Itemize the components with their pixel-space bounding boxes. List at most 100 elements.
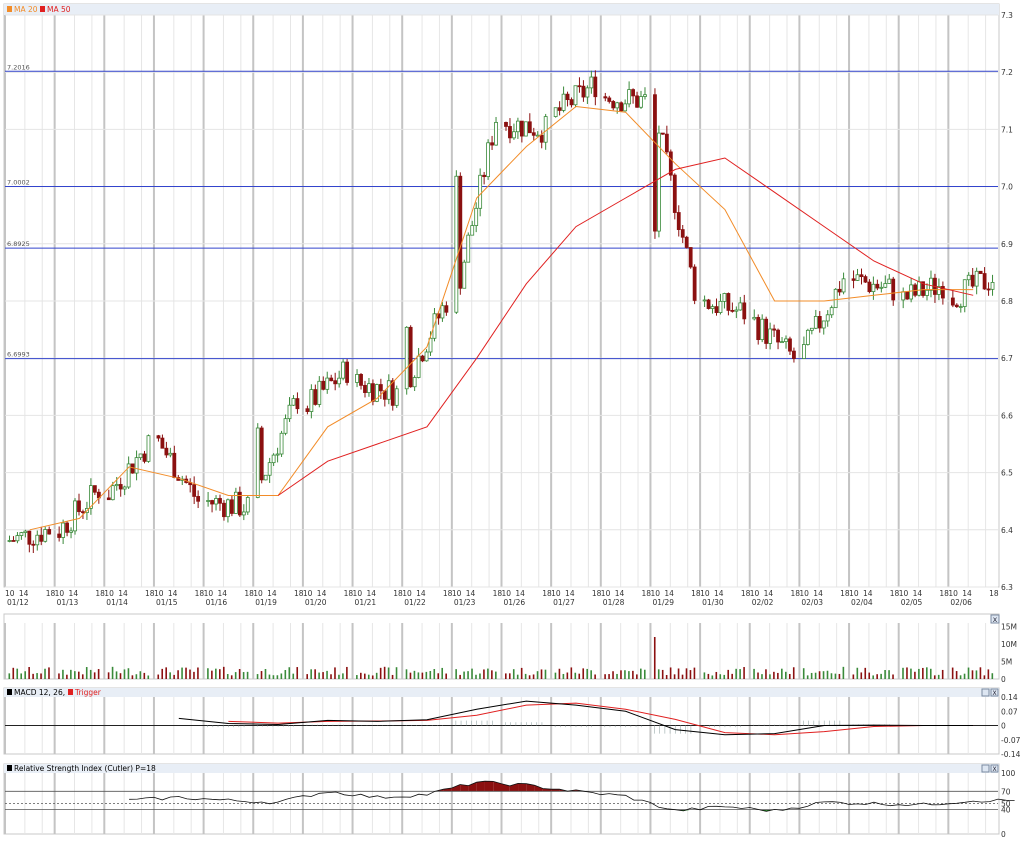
candle-down xyxy=(508,126,511,137)
volume-bar xyxy=(541,669,543,679)
volume-bar xyxy=(563,674,565,679)
rsi-legend: Relative Strength Index (Cutler) P=18 xyxy=(7,764,156,773)
volume-close-button[interactable]: X xyxy=(991,615,999,624)
volume-bar xyxy=(910,669,912,679)
candle-up xyxy=(753,317,756,318)
candle-up xyxy=(806,330,809,344)
candle-up xyxy=(830,308,833,315)
volume-bar xyxy=(197,667,199,679)
hour-tick-label: 10 xyxy=(154,589,164,598)
date-tick-label: 02/03 xyxy=(801,598,823,607)
hour-tick-label: 14 xyxy=(466,589,476,598)
candle-down xyxy=(715,307,718,313)
volume-bar xyxy=(902,668,904,679)
volume-bar xyxy=(827,671,829,679)
candle-up xyxy=(719,301,722,312)
volume-bar xyxy=(984,675,986,679)
candle-up xyxy=(781,342,784,343)
candle-down xyxy=(93,486,96,493)
candle-up xyxy=(884,284,887,288)
volume-bar xyxy=(793,667,795,679)
volume-bar xyxy=(58,673,60,679)
candle-up xyxy=(425,352,428,361)
close-icon: X xyxy=(992,690,996,697)
price-tick-label: 7.2 xyxy=(1001,68,1013,77)
volume-bar xyxy=(479,673,481,679)
price-tick-label: 7.1 xyxy=(1001,125,1013,134)
volume-bar xyxy=(620,670,622,679)
volume-bar xyxy=(819,671,821,679)
candle-up xyxy=(495,122,498,145)
volume-bar xyxy=(509,673,511,679)
volume-bar xyxy=(960,675,962,679)
candle-down xyxy=(773,329,776,330)
volume-bar xyxy=(261,671,263,679)
close-icon: X xyxy=(993,616,998,624)
candle-down xyxy=(661,133,664,134)
candle-down xyxy=(48,529,51,534)
volume-bar xyxy=(360,673,362,679)
candle-up xyxy=(991,282,994,289)
rsi-tick-label: 40 xyxy=(1001,806,1011,815)
candle-up xyxy=(910,285,913,299)
settings-icon[interactable] xyxy=(982,689,989,696)
volume-bar xyxy=(864,668,866,679)
hour-tick-label: 10 xyxy=(253,589,263,598)
volume-bar xyxy=(144,673,146,679)
volume-bar xyxy=(70,670,72,679)
grid xyxy=(5,15,998,834)
volume-bar xyxy=(98,669,100,679)
close-icon: X xyxy=(992,766,996,773)
candle-up xyxy=(280,433,283,454)
candle-down xyxy=(653,95,656,231)
volume-bar xyxy=(82,674,84,679)
volume-bar xyxy=(892,674,894,679)
candle-down xyxy=(594,77,597,97)
volume-bar xyxy=(968,668,970,679)
candle-up xyxy=(967,275,970,279)
candle-up xyxy=(405,327,408,388)
volume-bar xyxy=(161,669,163,679)
volume-bar xyxy=(376,673,378,679)
volume-bar xyxy=(20,673,22,679)
candle-up xyxy=(512,132,515,138)
hour-tick-label: 14 xyxy=(764,589,774,598)
volume-bar xyxy=(165,667,167,679)
hour-tick-label: 10 xyxy=(700,589,710,598)
volume-bar xyxy=(346,667,348,679)
hour-tick-label: 14 xyxy=(962,589,972,598)
candle-up xyxy=(479,175,482,208)
volume-bar xyxy=(571,667,573,679)
settings-icon[interactable] xyxy=(982,765,989,772)
volume-tick-label: 0 xyxy=(1001,675,1006,684)
date-tick-label: 01/21 xyxy=(355,598,377,607)
volume-bar xyxy=(334,667,336,679)
candle-up xyxy=(215,498,218,504)
candle-down xyxy=(818,316,821,328)
hour-tick-label: 14 xyxy=(366,589,376,598)
volume-bar xyxy=(223,667,225,679)
volume-bar xyxy=(227,674,229,679)
candle-up xyxy=(226,500,229,517)
volume-bar xyxy=(147,675,149,679)
hour-tick-label: 10 xyxy=(452,589,462,598)
hour-tick-label: 10 xyxy=(799,589,809,598)
volume-bar xyxy=(120,673,122,679)
volume-bar xyxy=(219,669,221,679)
candle-up xyxy=(802,345,805,359)
volume-bar xyxy=(66,675,68,679)
price-tick-label: 6.7 xyxy=(1001,354,1013,363)
candle-up xyxy=(643,95,646,97)
volume-bar xyxy=(868,673,870,679)
candle-down xyxy=(864,277,867,283)
level-label: 7.2016 xyxy=(7,63,30,71)
macd-legend: MACD 12, 26, 9 Trigger xyxy=(7,688,102,697)
candle-up xyxy=(761,319,764,339)
candle-down xyxy=(689,247,692,267)
volume-bar xyxy=(735,669,737,679)
volume-bar xyxy=(835,674,837,679)
price-tick-label: 7.3 xyxy=(1001,11,1013,20)
candle-down xyxy=(40,535,43,541)
volume-bar xyxy=(384,667,386,679)
hour-tick-label: 10 xyxy=(5,589,15,598)
